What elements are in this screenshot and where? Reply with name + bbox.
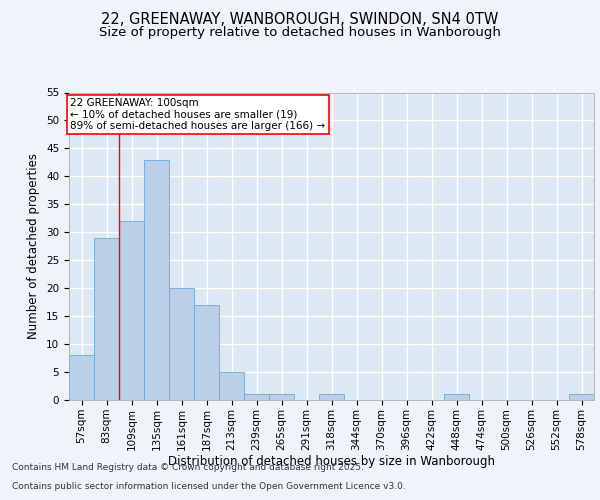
Bar xyxy=(94,238,119,400)
Text: 22, GREENAWAY, WANBOROUGH, SWINDON, SN4 0TW: 22, GREENAWAY, WANBOROUGH, SWINDON, SN4 … xyxy=(101,12,499,28)
Bar xyxy=(194,305,219,400)
Text: Size of property relative to detached houses in Wanborough: Size of property relative to detached ho… xyxy=(99,26,501,39)
Bar xyxy=(119,221,144,400)
Bar xyxy=(444,394,469,400)
Bar xyxy=(219,372,244,400)
Bar xyxy=(244,394,269,400)
Bar xyxy=(169,288,194,400)
Bar xyxy=(269,394,294,400)
Text: Contains public sector information licensed under the Open Government Licence v3: Contains public sector information licen… xyxy=(12,482,406,491)
Bar xyxy=(69,356,94,400)
Bar xyxy=(319,394,344,400)
Text: Contains HM Land Registry data © Crown copyright and database right 2025.: Contains HM Land Registry data © Crown c… xyxy=(12,464,364,472)
X-axis label: Distribution of detached houses by size in Wanborough: Distribution of detached houses by size … xyxy=(168,456,495,468)
Bar xyxy=(144,160,169,400)
Text: 22 GREENAWAY: 100sqm
← 10% of detached houses are smaller (19)
89% of semi-detac: 22 GREENAWAY: 100sqm ← 10% of detached h… xyxy=(70,98,325,132)
Bar xyxy=(569,394,594,400)
Y-axis label: Number of detached properties: Number of detached properties xyxy=(28,153,40,339)
